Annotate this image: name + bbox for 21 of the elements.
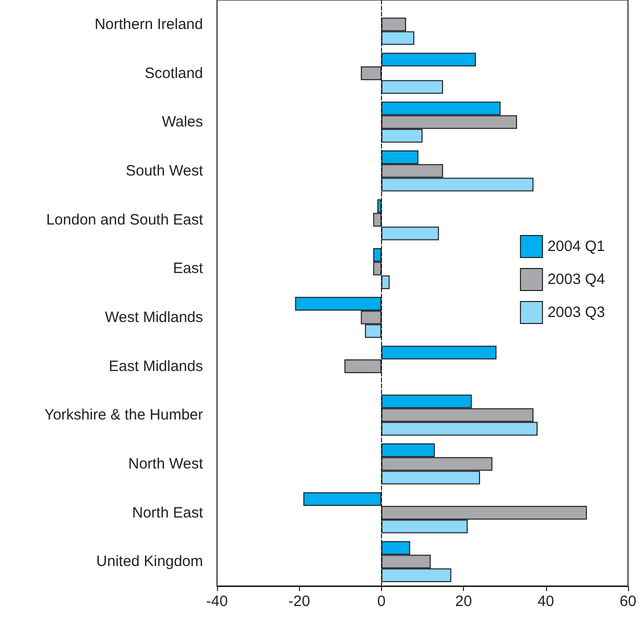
- y-tick-label: East Midlands: [108, 358, 203, 375]
- y-tick-label: Northern Ireland: [94, 16, 203, 33]
- x-tick-label: 60: [620, 593, 636, 610]
- y-tick-label: Wales: [162, 114, 203, 131]
- y-tick-label: North East: [132, 504, 204, 522]
- x-tick-label: 0: [377, 593, 386, 610]
- legend-label: 2003 Q3: [547, 304, 605, 321]
- x-tick-label: -40: [206, 593, 228, 610]
- y-tick-label: Scotland: [144, 64, 203, 82]
- y-tick-label: London and South East: [46, 211, 204, 228]
- y-tick-label: East: [172, 260, 204, 278]
- x-tick-label: -20: [288, 593, 310, 610]
- y-tick-label: United Kingdom: [96, 553, 203, 570]
- legend-label: 2003 Q4: [547, 271, 605, 288]
- y-tick-label: Yorkshire & the Humber: [44, 406, 204, 424]
- x-tick-label: 20: [455, 593, 472, 610]
- y-tick-label: South West: [126, 162, 204, 180]
- y-tick-label: West Midlands: [104, 308, 203, 326]
- x-tick-label: 40: [537, 593, 554, 610]
- legend-label: 2004 Q1: [547, 238, 605, 255]
- y-tick-label: North West: [128, 455, 204, 472]
